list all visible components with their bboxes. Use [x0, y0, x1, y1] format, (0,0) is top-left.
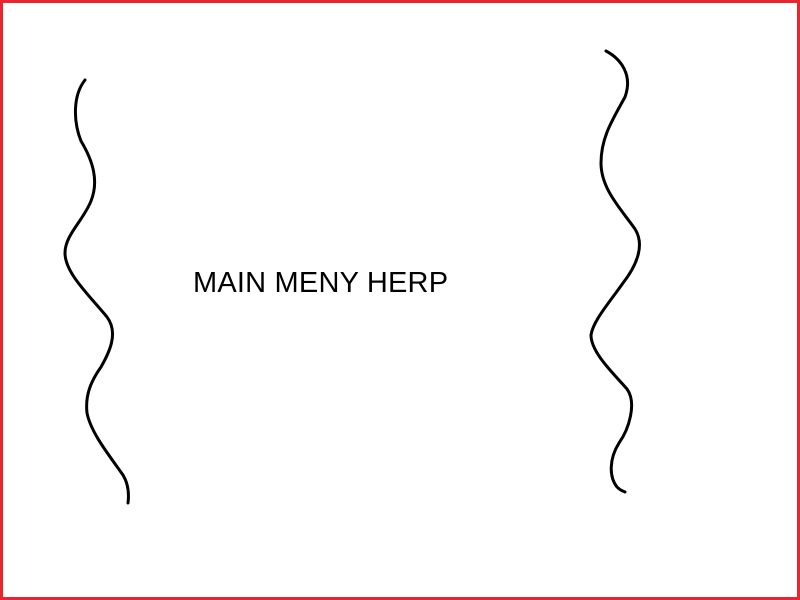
main-menu-title: MAIN MENY HERP: [193, 267, 449, 299]
squiggle-decorations: [63, 49, 641, 505]
right-squiggle-line: [589, 49, 641, 494]
left-squiggle-line: [63, 78, 130, 505]
